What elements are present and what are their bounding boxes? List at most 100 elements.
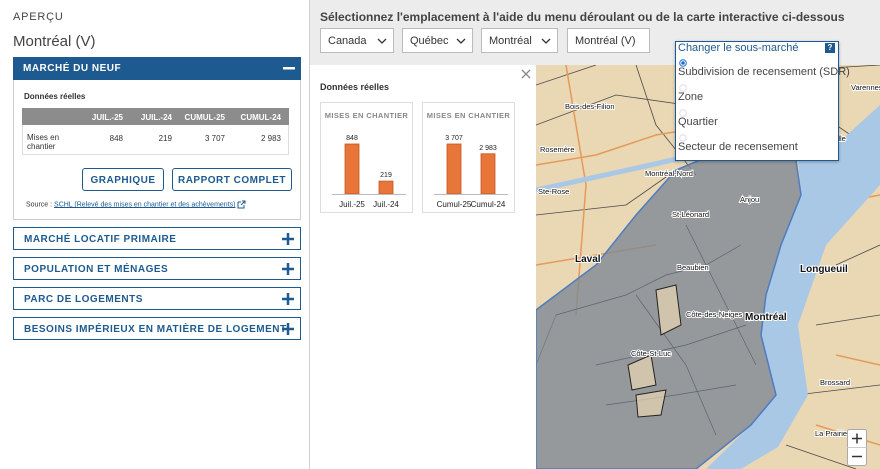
radio-dot [681, 61, 685, 65]
accordion[interactable]: POPULATION ET MÉNAGES [13, 257, 301, 280]
bar [378, 180, 394, 195]
dropdown[interactable]: Canada [320, 28, 394, 53]
section-title: MARCHÉ DU NEUF [23, 63, 122, 74]
place-label: Beaubien [677, 263, 709, 272]
place-label: Côte-St-Luc [631, 349, 671, 358]
data-label: 848 [346, 135, 358, 142]
option-label[interactable]: Secteur de recensement [678, 141, 798, 153]
help-icon[interactable]: ? [825, 43, 835, 53]
popup-title: Changer le sous-marché [678, 42, 799, 54]
accordion[interactable]: PARC DE LOGEMENTS [13, 287, 301, 310]
dropdown-value: Montréal (V) [575, 35, 636, 47]
dropdown[interactable]: Montréal (V) [567, 28, 650, 53]
category-label: Juil.-25 [339, 200, 365, 209]
plus [282, 233, 294, 245]
category-label: Cumul-25 [437, 200, 472, 209]
place-label: Rosemère [540, 145, 575, 154]
place-label: Varennes [851, 83, 880, 92]
table-cell: 3 707 [204, 134, 225, 143]
place-label: Montréal-Nord [645, 169, 693, 178]
radio-ring [679, 84, 687, 92]
chevron [377, 38, 387, 44]
plus [282, 263, 294, 275]
category-label: Cumul-24 [471, 200, 506, 209]
source-prefix: Source : [26, 201, 53, 209]
selector-prompt: Sélectionnez l'emplacement à l'aide du m… [320, 10, 845, 24]
radio-ring [679, 109, 687, 117]
radio[interactable] [679, 109, 687, 117]
place-label: Longueuil [800, 264, 848, 275]
dropdown[interactable]: Québec [402, 28, 473, 53]
place-label: Anjou [740, 195, 759, 204]
section-title: POPULATION ET MÉNAGES [24, 264, 169, 275]
accordion-body [13, 80, 301, 220]
data-label: 219 [380, 172, 392, 179]
report-button[interactable]: RAPPORT COMPLET [172, 168, 292, 191]
data-panel-subtitle: Données réelles [320, 82, 390, 92]
place-label: Bois-des-Filion [565, 102, 615, 111]
dropdown[interactable]: Montréal [481, 28, 558, 53]
place-label: Ste-Rose [538, 187, 569, 196]
expand-icon [282, 263, 294, 275]
place-label: Brossard [820, 378, 850, 387]
dropdown-value: Canada [328, 35, 367, 47]
bar [344, 143, 360, 195]
option-label[interactable]: Zone [678, 91, 704, 103]
chevron-path [541, 38, 551, 44]
section-title: PARC DE LOGEMENTS [24, 294, 143, 305]
source: Source : SCHL (Relevé des mises en chant… [26, 200, 246, 209]
plus [282, 323, 294, 335]
column-header: CUMUL-25 [184, 113, 225, 122]
chart-button[interactable]: GRAPHIQUE [82, 168, 164, 191]
accordion-header[interactable]: MARCHÉ DU NEUF [13, 57, 301, 80]
subtitle: Données réelles [24, 92, 86, 101]
card-border [422, 102, 515, 213]
zoom-controls [847, 429, 867, 466]
radio[interactable] [679, 134, 687, 142]
chart-card: MISES EN CHANTIER 848 Juil.-25 219 Juil.-24 [320, 102, 413, 213]
radio-ring [679, 134, 687, 142]
expand-icon [282, 233, 294, 245]
close-button[interactable] [521, 69, 531, 79]
chevron [456, 38, 466, 44]
expand-icon [282, 293, 294, 305]
place-label: St-Léonard [672, 210, 709, 219]
accordion[interactable]: MARCHÉ LOCATIF PRIMAIRE [13, 227, 301, 250]
chart-title: MISES EN CHANTIER [427, 111, 511, 120]
table-cell: 219 [158, 134, 172, 143]
place-label: La Prairie [815, 429, 847, 438]
chevron-path [456, 38, 466, 44]
table-row [22, 125, 289, 155]
plus [282, 293, 294, 305]
accordion[interactable]: BESOINS IMPÉRIEUX EN MATIÈRE DE LOGEMENT [13, 317, 301, 340]
expand-icon [282, 323, 294, 335]
sidebar-title: APERÇU [13, 11, 64, 23]
chart-title: MISES EN CHANTIER [325, 111, 409, 120]
place-label: Montréal [745, 312, 787, 323]
option-label[interactable]: Subdivision de recensement (SDR) [678, 66, 850, 78]
category-label: Juil.-24 [373, 200, 399, 209]
section-title: BESOINS IMPÉRIEUX EN MATIÈRE DE LOGEMENT [24, 324, 287, 335]
zoom-in[interactable] [852, 433, 862, 444]
column-header: JUIL.-24 [140, 113, 172, 122]
chevron-path [377, 38, 387, 44]
sidebar: APERÇU Montréal (V) MARCHÉ DU NEUF Donné… [0, 0, 310, 469]
table-cell: 2 983 [260, 134, 281, 143]
place-label: Laval [575, 254, 601, 265]
row-label: Mises en chantier [27, 133, 60, 151]
source-link[interactable]: SCHL (Relevé des mises en chantier et de… [54, 201, 236, 209]
external-icon [237, 200, 246, 209]
chevron [541, 38, 551, 44]
dropdown-value: Montréal [489, 35, 532, 47]
place-label: Côte-des-Neiges [686, 310, 743, 319]
chart-card: MISES EN CHANTIER 3 707 Cumul-25 2 983 Cumul… [422, 102, 515, 213]
radio[interactable] [679, 59, 687, 67]
table-cell: 848 [109, 134, 123, 143]
radio[interactable] [679, 84, 687, 92]
submarket-popup [675, 41, 839, 161]
option-label[interactable]: Quartier [678, 116, 718, 128]
collapse-icon [283, 67, 295, 70]
section-title: MARCHÉ LOCATIF PRIMAIRE [24, 234, 177, 245]
column-header: CUMUL-24 [240, 113, 281, 122]
